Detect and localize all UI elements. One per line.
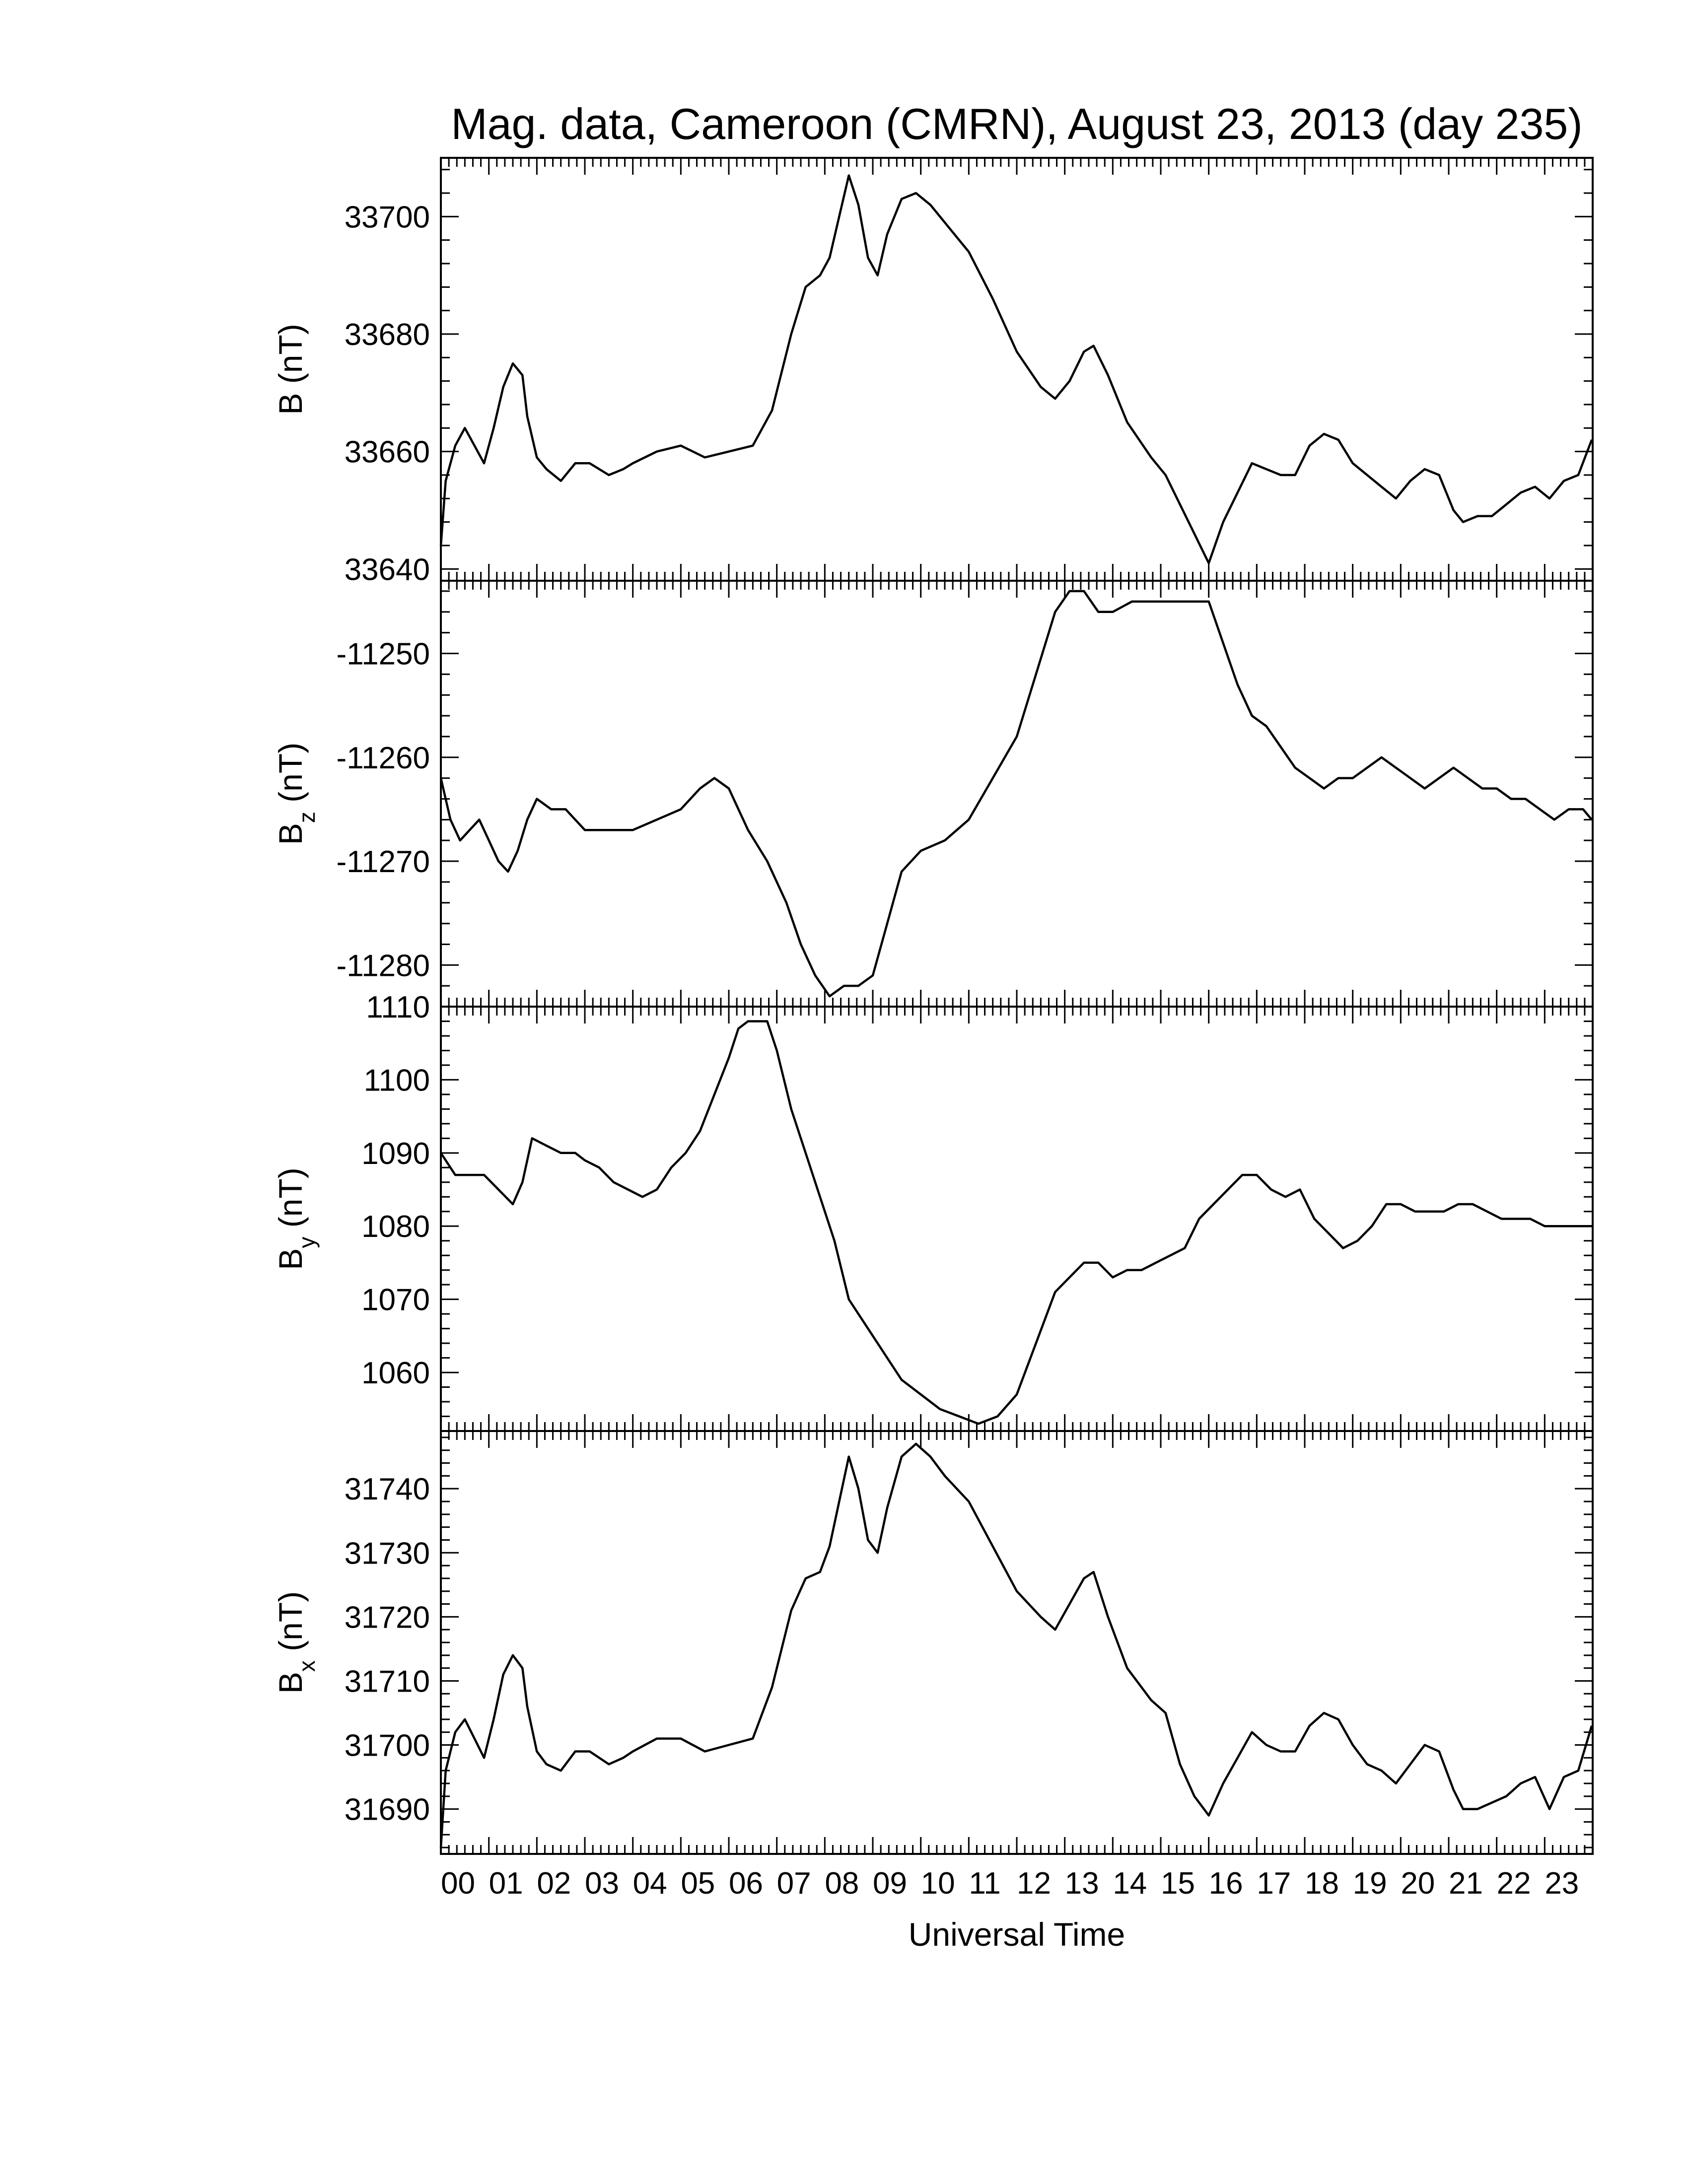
y-axis-label: Bx (nT) [272,1591,320,1694]
x-tick-label: 20 [1401,1866,1435,1901]
y-axis-label: Bz (nT) [272,743,320,845]
y-tick-label: 33680 [345,318,430,352]
panel-frame [440,580,1594,1008]
y-tick-label: -11250 [337,637,430,671]
x-tick-label: 08 [825,1866,859,1901]
y-tick-label: 33640 [345,552,430,587]
y-tick-label: 1060 [361,1356,430,1390]
y-tick-label: -11260 [337,741,430,775]
x-tick-label: 18 [1305,1866,1339,1901]
panel-b: 33640 33660 33680 33700 B (nT) [272,157,1594,587]
y-axis-label-sub: z [294,812,320,823]
x-tick-label: 22 [1497,1866,1531,1901]
series-line-bx [439,1442,1593,1848]
y-tick-label: 31710 [345,1664,430,1699]
panel-bx: 31690 31700 31710 31720 31730 31740 Bx (nT) [272,1430,1594,1855]
y-axis-label-unit: (nT) [272,1167,309,1236]
series-line-bz [439,590,1593,998]
x-tick-label: 10 [921,1866,955,1901]
y-axis-label-unit: (nT) [272,324,309,393]
series-line-b [439,174,1593,564]
y-tick-label: 31740 [345,1472,430,1506]
y-tick-label: -11280 [337,949,430,983]
y-tick-label: 33700 [345,200,430,234]
y-axis-label-main: B [272,1248,309,1270]
x-tick-label: 12 [1017,1866,1051,1901]
y-axis-label-main: B [272,823,309,845]
x-tick-label: 15 [1161,1866,1195,1901]
y-axis-label-main: B [272,1672,309,1694]
x-tick-label: 17 [1257,1866,1291,1901]
panel-bz: -11280 -11270 -11260 -11250 Bz (nT) [272,580,1594,1008]
x-tick-label: 03 [585,1866,619,1901]
x-tick-label: 00 [441,1866,475,1901]
panel-frame [440,157,1594,582]
y-tick-label: 1100 [364,1063,430,1097]
y-tick-label: 31700 [345,1729,430,1763]
y-tick-label: 1070 [361,1283,430,1317]
y-tick-label: 31730 [345,1536,430,1570]
y-tick-label: 31720 [345,1600,430,1635]
x-tick-label: 21 [1449,1866,1483,1901]
y-axis-label-unit: (nT) [272,743,309,812]
figure-title: Mag. data, Cameroon (CMRN), August 23, 2… [451,99,1582,148]
x-tick-label: 02 [537,1866,571,1901]
y-axis-label: B (nT) [272,324,309,414]
y-tick-label: 1090 [361,1137,430,1171]
x-axis: Universal Time 00 01 02 03 04 05 06 07 08 09 10 11 1… [441,1866,1579,1953]
x-tick-label: 04 [633,1866,667,1901]
x-tick-label: 13 [1065,1866,1099,1901]
y-tick-label: 1080 [361,1210,430,1244]
y-tick-label: 33660 [345,435,430,470]
series-line-by [440,1020,1592,1425]
y-tick-label: -11270 [337,845,430,879]
x-tick-label: 05 [681,1866,715,1901]
x-tick-label: 11 [969,1866,1000,1901]
x-tick-label: 16 [1209,1866,1243,1901]
y-axis-label: By (nT) [272,1167,320,1270]
x-tick-label: 19 [1353,1866,1387,1901]
x-axis-label: Universal Time [909,1916,1125,1953]
y-tick-label: 31690 [345,1793,430,1827]
y-axis-label-unit: (nT) [272,1591,309,1660]
x-tick-label: 23 [1545,1866,1579,1901]
x-tick-label: 07 [777,1866,811,1901]
y-axis-label-main: B [272,393,309,415]
panel-by: 1060 1070 1080 1090 1100 1110 By (nT) [272,990,1594,1432]
x-tick-label: 01 [489,1866,523,1901]
panel-frame [440,1430,1594,1855]
x-tick-label: 09 [873,1866,907,1901]
x-tick-label: 06 [729,1866,763,1901]
y-axis-label-sub: x [294,1660,320,1672]
panel-frame [440,1006,1594,1432]
y-tick-label: 1110 [366,990,430,1024]
x-tick-label: 14 [1113,1866,1147,1901]
y-axis-label-sub: y [294,1237,320,1248]
